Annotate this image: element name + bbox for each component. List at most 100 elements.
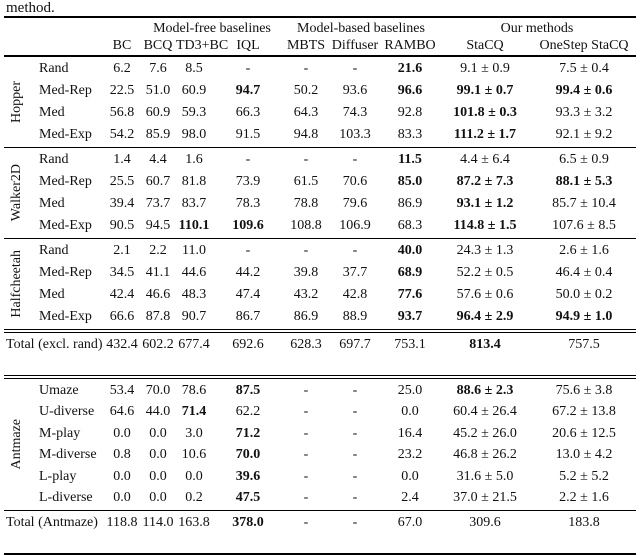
value-cell: 70.0 [235, 447, 261, 463]
group-label: Antmaze [9, 419, 24, 470]
value-cell: 9.1 ± 0.9 [460, 61, 510, 76]
value-cell: 83.3 [397, 127, 423, 142]
table-row: Med-Rep 25.5 60.7 81.8 73.9 61.5 70.6 85.0 87.2 … [30, 171, 636, 193]
divider-rule [4, 375, 636, 379]
value-cell: - [303, 152, 309, 167]
value-cell: - [303, 382, 309, 398]
value-cell: 6.5 ± 0.9 [559, 152, 609, 167]
group-label-cell: Antmaze [4, 380, 30, 509]
value-cell: 11.0 [182, 243, 206, 258]
value-cell: 99.1 ± 0.7 [456, 83, 514, 98]
total-row-label: Total (excl. rand) [6, 337, 103, 352]
value-cell: 86.9 [397, 196, 423, 211]
caption-tail: method. [6, 0, 55, 16]
divider-rule [4, 329, 636, 333]
value-cell: 677.4 [178, 337, 210, 352]
group-label: Walker2D [9, 164, 24, 222]
row-label: Umaze [39, 382, 79, 398]
value-cell: 88.1 ± 5.3 [555, 174, 613, 189]
value-cell: - [352, 243, 358, 258]
value-cell: 70.0 [145, 382, 171, 398]
value-cell: 101.8 ± 0.3 [453, 105, 517, 120]
value-cell: 7.5 ± 0.4 [559, 61, 609, 76]
value-cell: 309.6 [469, 515, 501, 530]
value-cell: 0.0 [149, 425, 167, 441]
value-cell: 114.0 [142, 515, 174, 530]
value-cell: 39.6 [235, 468, 261, 484]
table-row: M-diverse 0.8 0.0 10.6 70.0 - - 23.2 46.8 ± 26.2… [30, 445, 636, 467]
value-cell: 50.2 [293, 83, 319, 98]
value-cell: 118.8 [106, 515, 138, 530]
value-cell: 60.7 [145, 174, 171, 189]
value-cell: 0.0 [149, 468, 167, 484]
table-row: L-diverse 0.0 0.0 0.2 47.5 - - 2.4 37.0 ± 21.5 2.… [30, 488, 636, 510]
value-cell: 87.8 [145, 309, 171, 324]
value-cell: 13.0 ± 4.2 [555, 447, 613, 463]
value-cell: 2.4 [401, 490, 419, 506]
value-cell: 8.5 [185, 61, 203, 76]
table-row: Rand 1.4 4.4 1.6 - - - 11.5 4.4 ± 6.4 6.5 ± 0.9 [30, 149, 636, 171]
value-cell: 94.8 [293, 127, 319, 142]
value-cell: 4.4 ± 6.4 [460, 152, 510, 167]
value-cell: 0.0 [401, 404, 419, 420]
value-cell: 46.4 ± 0.4 [555, 265, 613, 280]
value-cell: 93.3 ± 3.2 [555, 105, 613, 120]
value-cell: 57.6 ± 0.6 [456, 287, 514, 302]
value-cell: 73.7 [145, 196, 171, 211]
row-label: Rand [39, 152, 69, 167]
value-cell: 1.4 [113, 152, 131, 167]
value-cell: - [303, 515, 309, 530]
table-row: Med 42.4 46.6 48.3 47.4 43.2 42.8 77.6 57.6 ± 0.… [30, 284, 636, 306]
value-cell: 37.7 [342, 265, 368, 280]
row-label: Med [39, 287, 65, 302]
section-halfcheetah: Halfcheetah Rand 2.1 2.2 11.0 - - - 40.0 24.3 ± 1… [4, 239, 636, 329]
group-header-model-free: Model-free baselines [153, 21, 271, 36]
value-cell: 64.6 [109, 404, 135, 420]
value-cell: 108.8 [290, 218, 322, 233]
col-header-td3-bc: TD3+BC [176, 37, 229, 53]
value-cell: - [245, 152, 251, 167]
value-cell: 92.8 [397, 105, 423, 120]
value-cell: 1.6 [185, 152, 203, 167]
value-cell: 31.6 ± 5.0 [456, 468, 514, 484]
value-cell: 106.9 [339, 218, 371, 233]
row-label: Med-Rep [39, 174, 92, 189]
total-row-label: Total (Antmaze) [6, 515, 98, 530]
value-cell: - [352, 425, 358, 441]
value-cell: 109.6 [232, 218, 264, 233]
value-cell: - [352, 468, 358, 484]
value-cell: 37.0 ± 21.5 [453, 490, 517, 506]
header-group-row: Model-free baselines Model-based baseline… [4, 18, 636, 37]
value-cell: 90.5 [109, 218, 135, 233]
value-cell: 66.6 [109, 309, 135, 324]
value-cell: 44.0 [145, 404, 171, 420]
value-cell: 86.7 [235, 309, 261, 324]
table-row: M-play 0.0 0.0 3.0 71.2 - - 16.4 45.2 ± 26.0 20.6… [30, 423, 636, 445]
value-cell: - [352, 490, 358, 506]
table-row: Umaze 53.4 70.0 78.6 87.5 - - 25.0 88.6 ± 2.3 75.… [30, 380, 636, 402]
value-cell: 85.9 [145, 127, 171, 142]
value-cell: 60.4 ± 26.4 [453, 404, 517, 420]
column-header-row: BC BCQ TD3+BC IQL MBTS Diffuser RAMBO StaCQ OneS… [4, 37, 636, 54]
value-cell: 813.4 [469, 337, 501, 352]
value-cell: - [245, 61, 251, 76]
row-label: U-diverse [39, 404, 95, 420]
value-cell: 67.2 ± 13.8 [552, 404, 616, 420]
value-cell: 45.2 ± 26.0 [453, 425, 517, 441]
value-cell: 39.4 [109, 196, 135, 211]
value-cell: 24.3 ± 1.3 [456, 243, 514, 258]
value-cell: 94.5 [145, 218, 171, 233]
value-cell: 59.3 [181, 105, 207, 120]
col-header-iql: IQL [236, 37, 260, 53]
group-label: Hopper [9, 81, 24, 123]
row-label: Rand [39, 61, 69, 76]
value-cell: 94.7 [235, 83, 261, 98]
value-cell: 78.8 [293, 196, 319, 211]
value-cell: 44.6 [181, 265, 207, 280]
value-cell: 75.6 ± 3.8 [555, 382, 613, 398]
value-cell: 3.0 [185, 425, 203, 441]
value-cell: 52.2 ± 0.5 [456, 265, 514, 280]
value-cell: 90.7 [181, 309, 207, 324]
value-cell: - [303, 404, 309, 420]
